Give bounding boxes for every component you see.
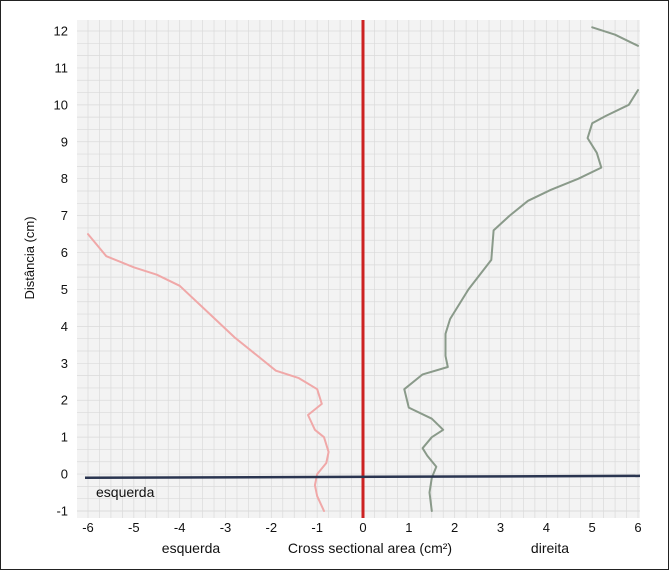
y-tick-label: 9 <box>61 134 68 149</box>
x-tick-label: 6 <box>634 520 641 535</box>
y-tick-label: 6 <box>61 245 68 260</box>
x-tick-label: 4 <box>543 520 550 535</box>
x-tick-label: 5 <box>589 520 596 535</box>
inset-label: esquerda <box>96 484 155 500</box>
series-line-right <box>403 89 639 512</box>
x-tick-label: -6 <box>82 520 94 535</box>
y-tick-label: 3 <box>61 356 68 371</box>
x-tick-label: -2 <box>266 520 278 535</box>
y-tick-label: -1 <box>56 504 68 519</box>
y-tick-label: 12 <box>54 24 68 39</box>
y-tick-label: 8 <box>61 171 68 186</box>
x-tick-label: -4 <box>174 520 186 535</box>
y-tick-label: 1 <box>61 430 68 445</box>
x-tick-label: 3 <box>497 520 504 535</box>
zero-line-horizontal <box>84 474 641 480</box>
x-tick-label: -5 <box>128 520 140 535</box>
x-tick-label: 2 <box>451 520 458 535</box>
y-tick-label: 4 <box>61 319 68 334</box>
y-tick-label: 2 <box>61 393 68 408</box>
y-tick-label: 10 <box>54 97 68 112</box>
series-line-left <box>87 233 330 512</box>
x-tick-label: 0 <box>359 520 366 535</box>
x-axis-label: Cross sectional area (cm²) <box>288 540 452 556</box>
series-line-right-top <box>591 26 639 47</box>
plot-area <box>77 20 640 518</box>
y-tick-label: 7 <box>61 208 68 223</box>
x-tick-label: 1 <box>405 520 412 535</box>
y-tick-label: 11 <box>55 60 69 75</box>
x-tick-label: -3 <box>220 520 232 535</box>
x-annotation-right: direita <box>531 540 569 556</box>
y-tick-label: 5 <box>61 282 68 297</box>
x-tick-label: -1 <box>311 520 323 535</box>
x-annotation-left: esquerda <box>162 540 221 556</box>
y-tick-label: 0 <box>61 467 68 482</box>
y-axis-label: Distância (cm) <box>22 216 37 299</box>
